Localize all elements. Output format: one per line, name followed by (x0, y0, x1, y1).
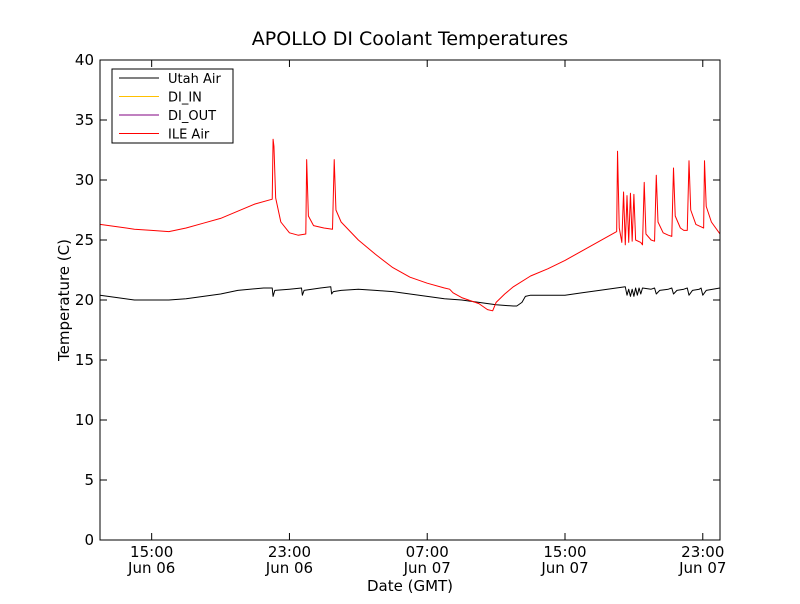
plot-area-frame (99, 59, 721, 541)
y-tick-label: 15 (75, 351, 94, 369)
y-tick-label: 25 (75, 231, 94, 249)
x-tick-label-date: Jun 07 (403, 559, 451, 577)
legend: Utah Air DI_IN DI_OUT ILE Air (111, 68, 234, 144)
x-tick-label-time: 23:00 (681, 543, 724, 561)
legend-label-ile-air: ILE Air (168, 128, 210, 143)
y-tick-label: 35 (75, 111, 94, 129)
series-line-utah-air (100, 286, 720, 307)
x-tick-label-time: 15:00 (543, 543, 586, 561)
y-tick-label: 20 (75, 291, 94, 309)
x-tick-label-time: 07:00 (406, 543, 449, 561)
y-tick-label: 30 (75, 171, 94, 189)
legend-label-di-out: DI_OUT (168, 109, 216, 124)
y-tick-label: 0 (84, 531, 94, 549)
y-axis-label: Temperature (C) (55, 239, 73, 362)
series-group (100, 138, 720, 312)
legend-label-di-in: DI_IN (168, 91, 202, 106)
y-tick-label: 10 (75, 411, 94, 429)
chart-title: APOLLO DI Coolant Temperatures (252, 28, 568, 50)
x-axis-label: Date (GMT) (367, 577, 453, 595)
x-tick-label-date: Jun 07 (540, 559, 588, 577)
y-tick-label: 5 (84, 471, 94, 489)
x-tick-label-time: 23:00 (268, 543, 311, 561)
x-tick-label-date: Jun 06 (265, 559, 313, 577)
x-tick-label-date: Jun 06 (127, 559, 175, 577)
x-tick-label-time: 15:00 (130, 543, 173, 561)
legend-label-utah-air: Utah Air (168, 72, 221, 87)
y-tick-label: 40 (75, 51, 94, 69)
series-line-ile-air (100, 138, 720, 312)
x-tick-label-date: Jun 07 (678, 559, 726, 577)
legend-box (111, 68, 234, 144)
